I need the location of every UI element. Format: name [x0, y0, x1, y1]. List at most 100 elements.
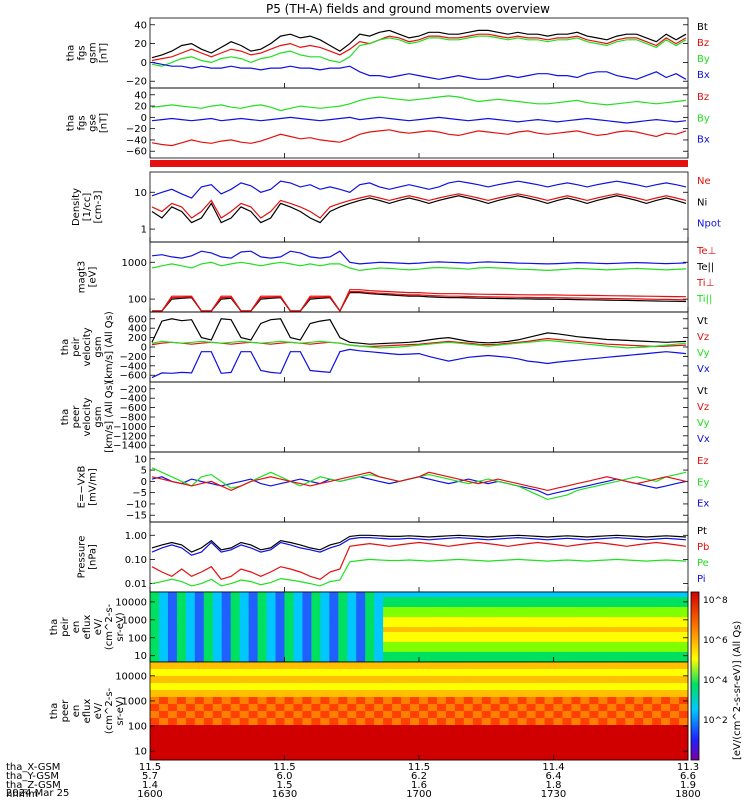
heatmap-cell	[562, 746, 572, 754]
heatmap-cell	[275, 732, 285, 740]
heatmap-cell	[652, 637, 662, 643]
heatmap-cell	[607, 683, 617, 691]
heatmap-cell	[374, 711, 384, 719]
heatmap-cell	[158, 632, 169, 638]
heatmap-cell	[616, 602, 626, 608]
heatmap-cell	[436, 642, 447, 648]
heatmap-cell	[365, 690, 375, 698]
footer-value: 1.5	[277, 780, 293, 791]
heatmap-cell	[221, 622, 232, 628]
heatmap-cell	[652, 669, 662, 677]
heatmap-cell	[580, 592, 590, 598]
heatmap-cell	[562, 622, 572, 628]
ylabel-line: magt3	[77, 261, 88, 294]
heatmap-cell	[481, 676, 492, 684]
heatmap-cell	[185, 657, 196, 663]
heatmap-cell	[239, 637, 250, 643]
heatmap-cell	[607, 739, 617, 747]
heatmap-cell	[526, 642, 537, 648]
heatmap-cell	[185, 607, 196, 613]
heatmap-cell	[454, 647, 465, 653]
heatmap-cell	[185, 711, 196, 719]
heatmap-cell	[275, 627, 285, 633]
heatmap-cell	[194, 711, 205, 719]
heatmap-cell	[392, 732, 402, 740]
heatmap-cell	[526, 739, 537, 747]
heatmap-cell	[257, 676, 268, 684]
heatmap-cell	[293, 592, 303, 598]
heatmap-cell	[553, 662, 563, 670]
heatmap-cell	[158, 711, 169, 719]
series-Vz-line	[151, 337, 687, 348]
heatmap-cell	[526, 746, 537, 754]
heatmap-cell	[643, 746, 653, 754]
heatmap-cell	[257, 627, 268, 633]
ytick-label: −10	[126, 499, 147, 510]
ytick-label: −1200	[113, 431, 147, 442]
heatmap-cell	[634, 637, 644, 643]
heatmap-cell	[419, 627, 429, 633]
heatmap-cell	[185, 690, 196, 698]
heatmap-cell	[670, 647, 680, 653]
heatmap-cell	[419, 632, 429, 638]
heatmap-cell	[436, 669, 447, 677]
heatmap-cell	[598, 746, 608, 754]
heatmap-cell	[643, 597, 653, 603]
heatmap-cell	[401, 725, 411, 733]
heatmap-cell	[257, 732, 268, 740]
series-Npot-line	[151, 180, 687, 199]
footer-value: 11.5	[139, 762, 161, 773]
heatmap-cell	[499, 592, 510, 598]
heatmap-cell	[499, 652, 510, 658]
heatmap-cell	[499, 637, 510, 643]
heatmap-cell	[320, 647, 330, 653]
heatmap-cell	[652, 732, 662, 740]
footer-value: 11.5	[273, 762, 295, 773]
heatmap-cell	[401, 697, 411, 705]
colorbar-scale	[690, 591, 700, 761]
heatmap-cell	[670, 617, 680, 623]
heatmap-cell	[194, 753, 205, 761]
heatmap-cell	[481, 732, 492, 740]
heatmap-cell	[679, 647, 689, 653]
heatmap-cell	[365, 697, 375, 705]
heatmap-cell	[427, 753, 438, 761]
heatmap-cell	[329, 657, 339, 663]
heatmap-cell	[302, 725, 312, 733]
heatmap-cell	[401, 753, 411, 761]
heatmap-cell	[329, 642, 339, 648]
series-Pt-line	[151, 534, 687, 553]
heatmap-cell	[383, 662, 393, 670]
heatmap-cell	[472, 739, 483, 747]
heatmap-cell	[634, 622, 644, 628]
heatmap-cell	[293, 662, 303, 670]
heatmap-cell	[248, 704, 259, 712]
heatmap-cell	[374, 617, 384, 623]
heatmap-cell	[302, 597, 312, 603]
heatmap-cell	[338, 647, 348, 653]
heatmap-cell	[679, 657, 689, 663]
heatmap-cell	[679, 739, 689, 747]
heatmap-cell	[481, 592, 492, 598]
heatmap-cell	[598, 704, 608, 712]
heatmap-cell	[150, 746, 160, 754]
heatmap-cell	[410, 607, 420, 613]
heatmap-cell	[338, 612, 348, 618]
heatmap-cell	[607, 612, 617, 618]
heatmap-cell	[517, 642, 528, 648]
heatmap-cell	[490, 739, 501, 747]
ylabel-line: [cm-3]	[93, 190, 104, 223]
heatmap-cell	[419, 592, 429, 598]
heatmap-cell	[248, 732, 259, 740]
heatmap-cell	[383, 690, 393, 698]
footer-value: 1.8	[546, 780, 562, 791]
ytick-label: 0	[141, 113, 147, 124]
legend-entry: Vx	[697, 434, 710, 445]
heatmap-cell	[374, 652, 384, 658]
heatmap-cell	[374, 642, 384, 648]
heatmap-cell	[167, 718, 178, 726]
series-Bz-line	[151, 129, 687, 147]
heatmap-cell	[320, 725, 330, 733]
ylabel-line: eflux	[82, 699, 93, 724]
heatmap-cell	[392, 592, 402, 598]
